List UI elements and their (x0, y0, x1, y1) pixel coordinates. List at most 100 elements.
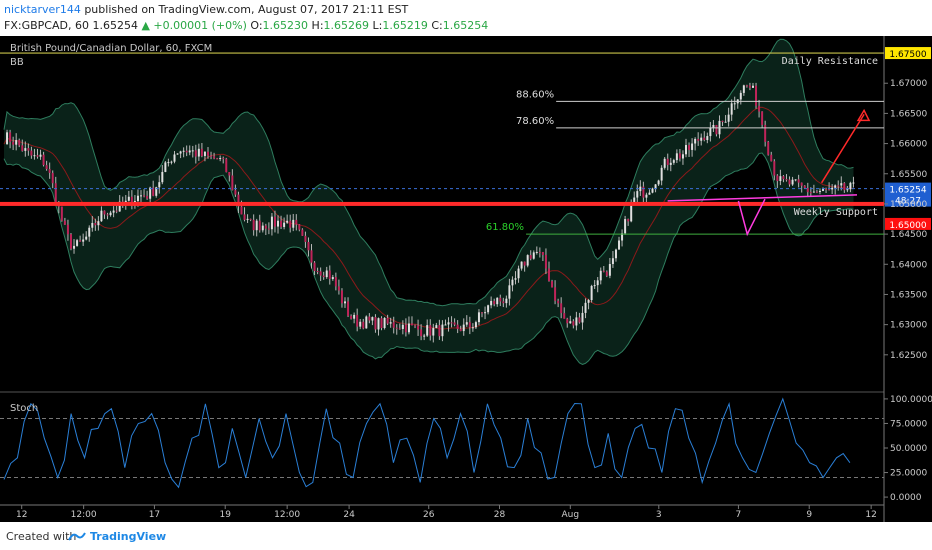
price-bar-body (672, 160, 675, 163)
price-bar-body (639, 186, 642, 192)
price-bar-body (277, 220, 280, 227)
price-tick-label: 1.62500 (890, 351, 927, 361)
price-bar-body (161, 171, 164, 183)
price-bar-body (73, 245, 76, 249)
price-bar-body (246, 218, 249, 220)
price-bar-body (541, 252, 544, 256)
price-bar-body (249, 218, 252, 220)
price-bar-body (624, 219, 627, 234)
price-bar-body (94, 222, 97, 226)
price-bar-body (66, 224, 69, 235)
tradingview-brand[interactable]: TradingView (90, 530, 167, 543)
price-bar-body (194, 150, 197, 157)
price-tick-label: 1.66500 (890, 109, 927, 119)
bb-upper-band (3, 38, 854, 307)
price-bar-body (840, 183, 843, 186)
price-bar-body (450, 322, 453, 324)
price-bar-body (846, 189, 849, 191)
price-bar-body (831, 187, 834, 190)
price-bar-body (581, 312, 584, 323)
price-bar-body (368, 316, 371, 321)
price-bar-body (24, 148, 27, 151)
price-bar-body (33, 155, 36, 157)
projection-arrow[interactable] (820, 113, 865, 184)
price-bar-body (286, 220, 289, 223)
triangle-base-line[interactable] (667, 194, 858, 202)
price-bar-body (219, 158, 222, 160)
price-change: ▲ +0.00001 (+0%) (141, 19, 247, 32)
price-bar-body (179, 151, 182, 154)
price-bar-body (228, 172, 231, 176)
time-tick-label: 28 (494, 510, 506, 520)
symbol-label[interactable]: FX:GBPCAD, 60 (4, 19, 89, 32)
price-tick-label: 1.67000 (890, 79, 927, 89)
price-bar-body (605, 271, 608, 276)
bb-fill (4, 39, 854, 365)
price-bar-body (812, 191, 815, 193)
weekly-support-line[interactable] (0, 201, 884, 206)
price-bar-body (636, 191, 639, 198)
price-bar-body (517, 268, 520, 279)
price-bar-body (554, 287, 557, 301)
price-bar-body (188, 150, 191, 153)
price-bar-body (252, 219, 255, 231)
time-tick-label: 3 (656, 510, 662, 520)
price-bar-body (803, 185, 806, 189)
price-bar-body (779, 176, 782, 182)
price-bar-body (371, 317, 374, 321)
resistance-price-tag-text: 1.67500 (889, 50, 926, 60)
stoch-line (3, 397, 851, 489)
drawings (667, 108, 871, 237)
price-bar-body (471, 327, 474, 329)
price-bar-body (91, 222, 94, 228)
price-bar-body (51, 172, 54, 184)
price-bar-body (660, 167, 663, 181)
price-bar-body (773, 161, 776, 176)
stochastic-pane: 0.0000 25.0000 50.0000 75.0000 100.0000 (0, 395, 932, 503)
price-bar-body (149, 187, 152, 199)
price-bar-body (383, 317, 386, 329)
price-bar-body (547, 268, 550, 282)
price-bar-body (140, 195, 143, 197)
price-bar-body (477, 312, 480, 323)
price-bar-body (255, 220, 258, 231)
price-bar-body (484, 312, 487, 314)
price-bar-body (127, 196, 130, 201)
low-value: 1.65219 (382, 19, 428, 32)
chart-canvas[interactable]: Daily Resistance 1.67500 Weekly Support 1.6… (0, 36, 932, 522)
price-bar-body (578, 317, 581, 323)
time-tick-label: 12:00 (274, 510, 300, 520)
last-price-tag (885, 182, 931, 207)
price-bar-body (806, 188, 809, 193)
price-bar-body (809, 192, 812, 194)
price-bar-body (15, 140, 18, 145)
price-bar-body (231, 175, 234, 191)
support-price-tag (885, 217, 931, 230)
price-bar-body (691, 143, 694, 150)
price-bar-body (611, 258, 614, 265)
time-tick-label: 7 (736, 510, 742, 520)
price-bar-body (487, 305, 490, 313)
price-bar-body (852, 182, 855, 184)
author-link[interactable]: nicktarver144 (4, 3, 81, 16)
price-bar-body (392, 322, 395, 328)
price-bar-body (721, 120, 724, 123)
price-bar-body (173, 154, 176, 162)
triangle-pattern[interactable] (737, 198, 766, 237)
resistance-price-tag (885, 47, 931, 60)
daily-resistance-label: Daily Resistance (782, 56, 878, 67)
time-tick-label: 26 (423, 510, 435, 520)
price-bar-body (755, 85, 758, 106)
price-bar-body (511, 279, 514, 286)
price-bar-body (264, 225, 267, 229)
price-bar-body (331, 277, 334, 279)
price-bar-body (30, 150, 33, 156)
price-tick-label: 1.63000 (890, 321, 927, 331)
price-bar-body (502, 301, 505, 304)
price-bar-body (791, 179, 794, 185)
price-bar-body (386, 317, 389, 324)
bar-countdown: 48:27 (895, 197, 921, 207)
price-bar-body (563, 313, 566, 319)
price-bar-body (76, 240, 79, 246)
price-bar-body (130, 196, 133, 206)
